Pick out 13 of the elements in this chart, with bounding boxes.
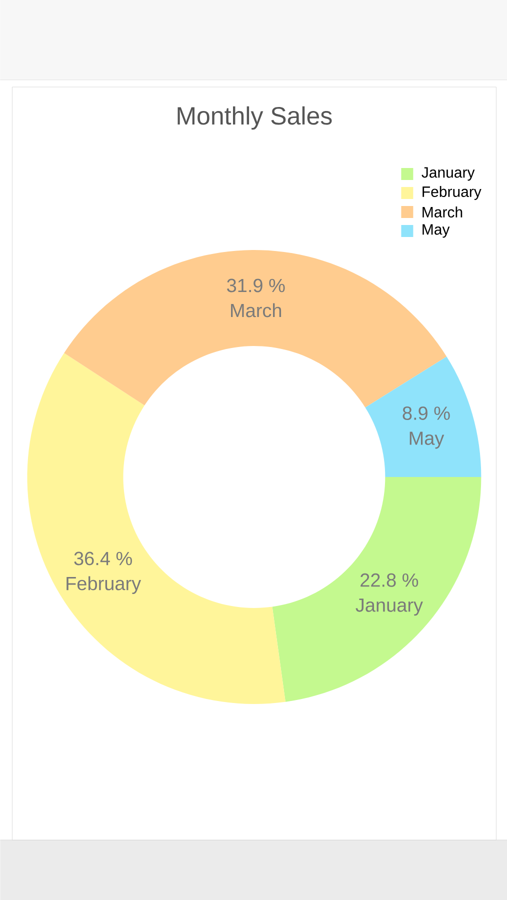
data-label: 8.9 %: [402, 406, 450, 420]
legend-label: February: [422, 186, 482, 200]
data-label: 36.4 %: [74, 552, 132, 566]
slice-label: May: [410, 432, 444, 449]
legend-label: May: [422, 224, 450, 238]
chart-title: Monthly Sales: [178, 106, 332, 130]
slice-label: January: [356, 598, 423, 616]
slice-label: February: [66, 576, 141, 594]
data-label: 22.8 %: [360, 573, 418, 587]
data-label: 31.9 %: [226, 278, 285, 292]
legend-label: January: [421, 167, 475, 181]
slice-label: March: [230, 303, 281, 318]
legend-label: March: [422, 206, 462, 218]
